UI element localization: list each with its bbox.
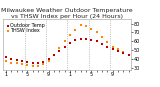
Outdoor Temp bbox=[31, 62, 34, 63]
Legend: Outdoor Temp, THSW Index: Outdoor Temp, THSW Index bbox=[6, 22, 46, 34]
Outdoor Temp bbox=[37, 62, 39, 63]
THSW Index bbox=[90, 28, 92, 30]
THSW Index bbox=[79, 25, 82, 26]
Outdoor Temp bbox=[111, 49, 114, 50]
Outdoor Temp bbox=[85, 38, 87, 39]
THSW Index bbox=[15, 63, 18, 64]
THSW Index bbox=[53, 55, 55, 56]
THSW Index bbox=[5, 60, 7, 61]
Outdoor Temp bbox=[47, 58, 50, 60]
THSW Index bbox=[85, 25, 87, 27]
THSW Index bbox=[31, 65, 34, 67]
Outdoor Temp bbox=[69, 42, 71, 44]
THSW Index bbox=[74, 29, 76, 30]
Outdoor Temp bbox=[5, 57, 7, 58]
THSW Index bbox=[47, 60, 50, 61]
THSW Index bbox=[37, 65, 39, 67]
Outdoor Temp bbox=[117, 50, 119, 52]
THSW Index bbox=[69, 34, 71, 36]
THSW Index bbox=[58, 48, 60, 49]
Title: Milwaukee Weather Outdoor Temperature vs THSW Index per Hour (24 Hours): Milwaukee Weather Outdoor Temperature vs… bbox=[1, 8, 133, 19]
Outdoor Temp bbox=[63, 46, 66, 47]
Outdoor Temp bbox=[90, 39, 92, 40]
THSW Index bbox=[42, 64, 44, 65]
Outdoor Temp bbox=[127, 54, 130, 55]
Outdoor Temp bbox=[10, 58, 12, 60]
Outdoor Temp bbox=[74, 40, 76, 41]
THSW Index bbox=[10, 62, 12, 63]
Outdoor Temp bbox=[79, 38, 82, 39]
Outdoor Temp bbox=[15, 59, 18, 61]
THSW Index bbox=[101, 36, 103, 38]
Outdoor Temp bbox=[58, 50, 60, 52]
Outdoor Temp bbox=[21, 60, 23, 61]
Outdoor Temp bbox=[95, 41, 98, 42]
THSW Index bbox=[26, 64, 28, 66]
Outdoor Temp bbox=[106, 46, 108, 47]
Outdoor Temp bbox=[42, 61, 44, 62]
THSW Index bbox=[122, 51, 124, 53]
Outdoor Temp bbox=[53, 55, 55, 56]
THSW Index bbox=[111, 46, 114, 47]
THSW Index bbox=[127, 55, 130, 56]
Outdoor Temp bbox=[26, 61, 28, 62]
THSW Index bbox=[117, 49, 119, 50]
THSW Index bbox=[106, 41, 108, 43]
THSW Index bbox=[21, 64, 23, 65]
Outdoor Temp bbox=[101, 43, 103, 45]
THSW Index bbox=[95, 32, 98, 33]
Outdoor Temp bbox=[122, 52, 124, 54]
THSW Index bbox=[63, 41, 66, 42]
